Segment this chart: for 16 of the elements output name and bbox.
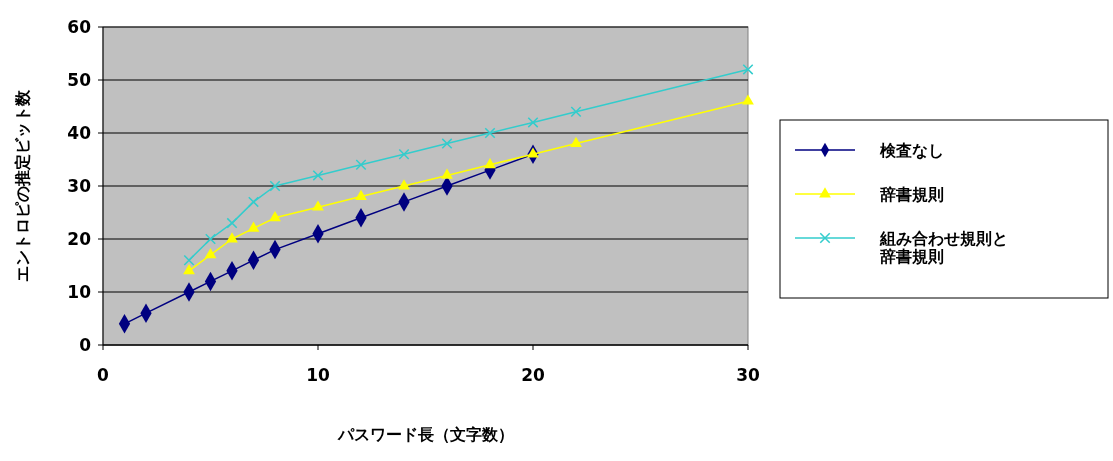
y-axis-title: エントロピの推定ビット数 [13,89,32,282]
legend-label: 検査なし [879,140,944,160]
y-tick-label: 40 [67,122,92,143]
x-tick-label: 10 [306,365,330,385]
y-tick-label: 30 [67,175,92,196]
y-tick-label: 0 [79,334,92,355]
y-tick-label: 20 [67,228,92,249]
y-tick-label: 10 [67,281,92,302]
legend-label: 組み合わせ規則と辞書規則 [879,228,1008,266]
x-axis-title: パスワード長（文字数） [336,425,514,444]
x-tick-label: 0 [97,365,110,385]
x-tick-label: 20 [521,365,545,385]
legend-label: 辞書規則 [879,184,944,204]
y-tick-label: 50 [67,69,92,90]
y-tick-label: 60 [67,16,92,37]
x-tick-label: 30 [736,365,760,385]
